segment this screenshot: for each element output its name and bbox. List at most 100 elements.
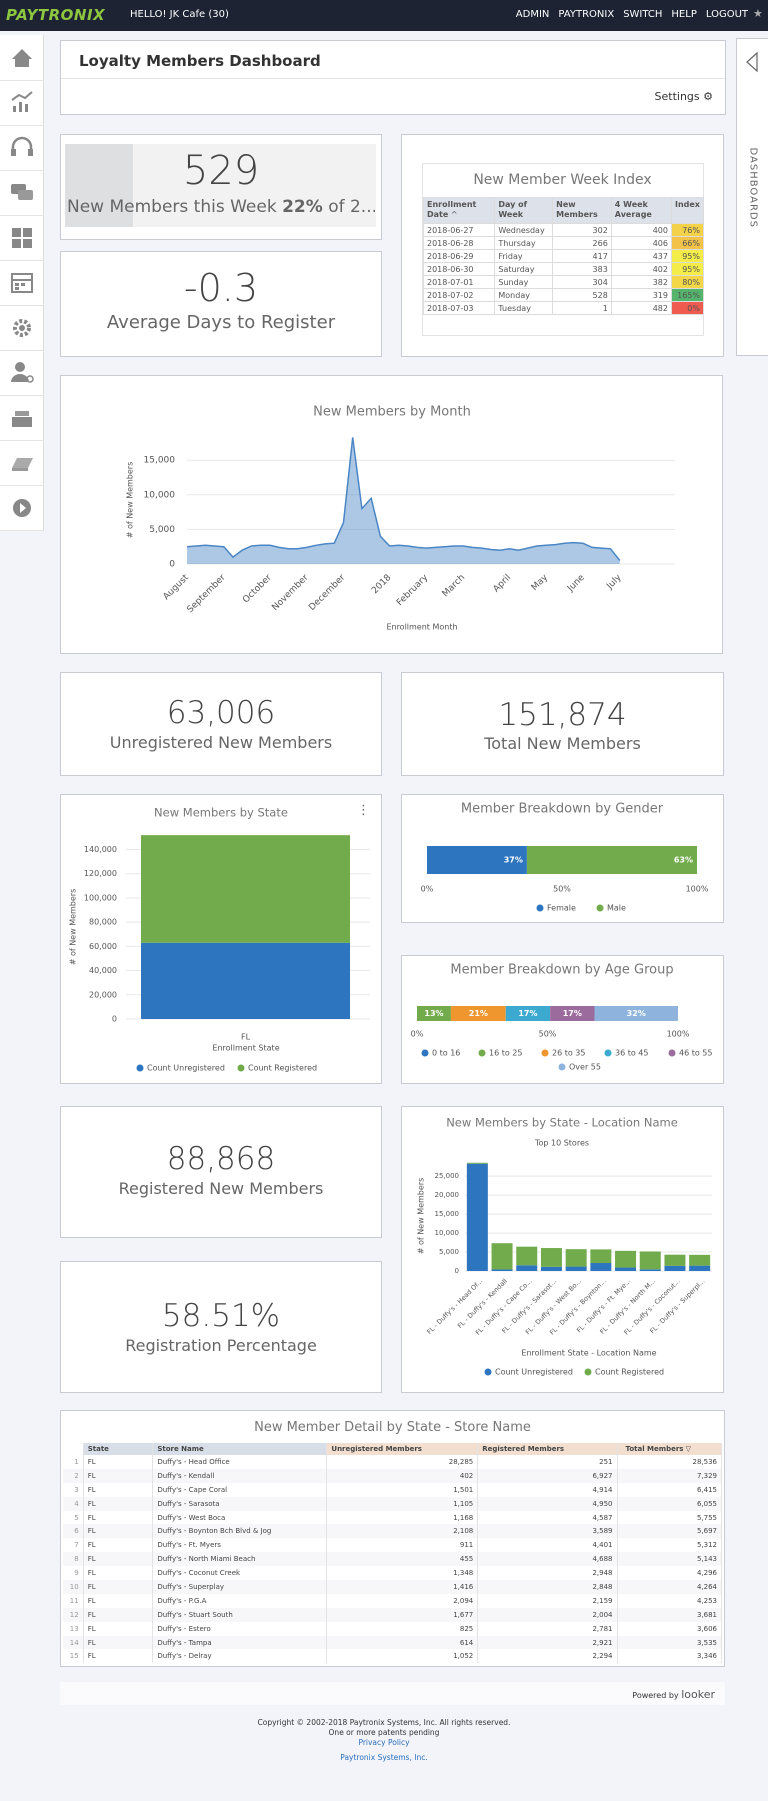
column-header[interactable]: Total Members ▽ [617,1443,722,1455]
table-cell: FL [83,1566,154,1581]
column-header[interactable]: Enrollment Date ^ [422,197,496,224]
table-cell: 28,285 [326,1455,479,1469]
column-label: Enrollment Date [427,200,477,219]
kebab-menu[interactable]: ⋮ [357,803,370,818]
nav-link[interactable]: ADMIN [515,9,550,20]
table-row: 2018-06-29 Friday 417 437 95% [422,249,705,263]
table-cell: 3,681 [617,1607,722,1622]
table-cell: FL [83,1524,154,1539]
column-header[interactable]: 4 Week Average [610,197,672,224]
nav-link[interactable]: HELP [671,9,697,20]
nav-link[interactable]: PAYTRONIX [558,9,615,20]
index-cell: 80% [670,275,705,289]
table-cell: FL [83,1580,154,1594]
row-number: 4 [63,1496,84,1511]
table-cell: Duffy's - Head Office [152,1455,328,1469]
sidebar-item[interactable] [0,260,44,306]
table-cell: 1,348 [326,1566,479,1581]
table-row: 2018-07-01 Sunday 304 382 80% [422,275,705,289]
tile-label: Registration Percentage [125,1336,317,1355]
table-cell: 1 [552,301,612,315]
table-cell: 3,606 [617,1621,722,1636]
row-number: 15 [63,1649,84,1664]
column-label: Registered Members [482,1445,565,1453]
divider [61,78,725,79]
tile-label: New Members this Week 22% of 2... [67,197,375,217]
table-cell: 319 [610,288,672,302]
table-cell: 5,312 [617,1538,722,1553]
settings[interactable]: Settings ⚙ [654,90,713,103]
tile-suffix: of 2... [328,197,375,217]
detail-table: State Store Name Unregistered Members Regis… [63,1443,722,1664]
tile-bg [65,144,376,227]
table-cell: 3,535 [617,1635,722,1650]
index-cell: 66% [670,236,705,250]
table-cell: Duffy's - Cape Coral [152,1482,328,1497]
column-label: New Members [556,200,598,219]
privacy-link[interactable]: Privacy Policy [358,1738,410,1747]
row-number: 5 [63,1510,84,1525]
sidebar-item[interactable] [0,485,44,531]
table-cell: 2,159 [477,1593,618,1608]
tile-value: 529 [182,148,260,194]
table-cell: 482 [610,301,672,315]
powered-by: Powered by looker [632,1688,715,1701]
column-header[interactable]: State [83,1443,154,1455]
table-cell: 1,052 [326,1649,479,1664]
table-cell: Duffy's - Tampa [152,1635,328,1650]
column-header[interactable]: Registered Members [477,1443,618,1455]
sidebar-item[interactable] [0,35,44,81]
table-cell: FL [83,1510,154,1525]
row-number: 3 [63,1482,84,1497]
sidebar-item[interactable] [0,350,44,396]
table-cell: Duffy's - Kendall [152,1468,328,1483]
table-row: 12 FL Duffy's - Stuart South 1,677 2,004 3,68… [63,1607,722,1622]
row-number: 9 [63,1566,84,1581]
table-cell: 382 [610,275,672,289]
week-index-table: Enrollment Date ^ Day of Week New Members 4… [422,197,705,315]
progress-bar [65,144,134,227]
column-header[interactable]: Day of Week [494,197,554,224]
sidebar-item[interactable] [0,170,44,216]
table-row: 13 FL Duffy's - Estero 825 2,781 3,606 [63,1621,722,1636]
sidebar-item[interactable] [0,80,44,126]
top-bar: PAYTRONIX HELLO! JK Cafe (30) ADMIN PAYTR… [0,0,768,31]
nav-link[interactable]: LOGOUT [705,9,748,20]
sidebar-item[interactable] [0,395,44,441]
column-header[interactable]: Store Name [152,1443,328,1455]
table-cell: Duffy's - West Boca [152,1510,328,1525]
sidebar-item[interactable] [0,215,44,261]
dashboards-tab[interactable]: DASHBOARDS [736,38,768,356]
table-cell: Monday [494,288,554,302]
table-cell: 2018-06-29 [422,249,496,263]
sidebar-item[interactable] [0,305,44,351]
table-cell: Duffy's - Superplay [152,1580,328,1594]
column-header[interactable]: Unregistered Members [326,1443,479,1455]
header-row: Enrollment Date ^ Day of Week New Members 4… [422,197,705,224]
sidebar-item[interactable] [0,440,44,486]
table-cell: 6,927 [477,1468,618,1483]
table-row: 7 FL Duffy's - Ft. Myers 911 4,401 5,312 [63,1538,722,1553]
table-cell: 911 [326,1538,479,1553]
table-cell: Saturday [494,262,554,276]
table-cell: FL [83,1538,154,1553]
sidebar-item[interactable] [0,125,44,171]
tile-label: Average Days to Register [106,312,336,333]
table-cell: Duffy's - Delray [152,1649,328,1664]
company-link[interactable]: Paytronix Systems, Inc. [340,1753,428,1762]
sort-arrow: ▽ [683,1445,692,1453]
table-cell: 4,688 [477,1552,618,1567]
row-number: 12 [63,1607,84,1622]
location-chart-card [401,1106,724,1393]
tile-registered: 88,868 Registered New Members [60,1106,382,1238]
nav-link[interactable]: SWITCH [623,9,663,20]
table-cell: 2018-06-30 [422,262,496,276]
table-cell: 2018-07-03 [422,301,496,315]
table-cell: 28,536 [617,1455,722,1469]
table-cell: FL [83,1482,154,1497]
table-cell: 2,108 [326,1524,479,1539]
powered-strip: Powered by looker [60,1682,725,1705]
column-header[interactable]: New Members [552,197,612,224]
star-icon[interactable]: ★ [753,7,763,20]
column-header[interactable]: Index [670,197,705,224]
